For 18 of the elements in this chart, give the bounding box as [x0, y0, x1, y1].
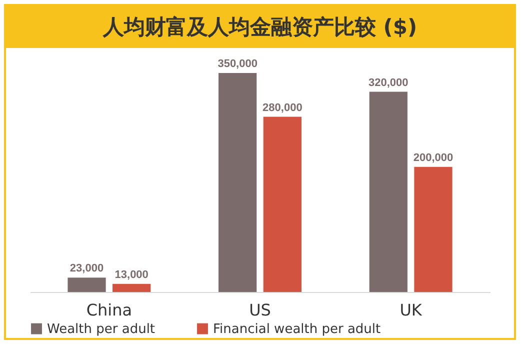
legend-label: Wealth per adult — [47, 322, 156, 337]
bar — [112, 284, 151, 292]
bar — [369, 92, 408, 292]
data-label: 23,000 — [70, 262, 104, 275]
data-label: 350,000 — [218, 58, 258, 70]
bar — [414, 166, 452, 292]
data-label: 13,000 — [114, 268, 148, 281]
chart-title: 人均财富及人均金融资产比较 ($) — [6, 6, 514, 48]
legend-label: Financial wealth per adult — [213, 322, 381, 337]
data-label: 280,000 — [262, 102, 302, 114]
bar — [263, 116, 302, 292]
data-label: 320,000 — [368, 76, 408, 89]
x-tick-label: China — [86, 300, 132, 320]
x-tick-label: UK — [400, 300, 422, 320]
bar — [218, 73, 257, 292]
data-label: 200,000 — [413, 152, 454, 164]
bar — [68, 278, 106, 292]
x-tick-label: US — [249, 300, 271, 320]
